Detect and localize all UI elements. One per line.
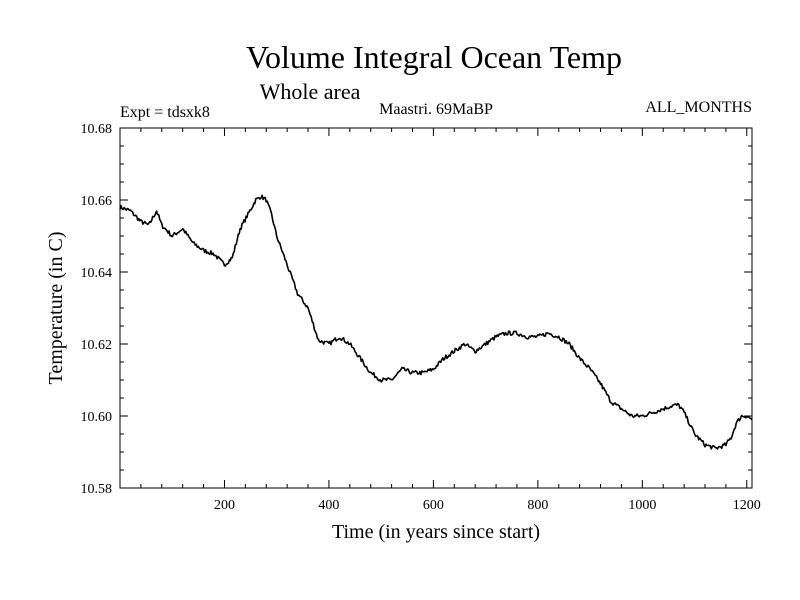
y-tick-label: 10.66	[81, 194, 113, 209]
y-tick-labels: 10.58 10.60 10.62 10.64 10.66 10.68	[81, 122, 113, 497]
x-tick-label: 200	[214, 498, 235, 513]
series-line-tdsxk8	[119, 194, 753, 450]
y-axis-label: Temperature (in C)	[45, 232, 67, 385]
y-tick-label: 10.64	[81, 266, 113, 281]
annotation-months: ALL_MONTHS	[645, 99, 752, 116]
x-tick-label: 600	[423, 498, 444, 513]
annotation-experiment: Expt = tdsxk8	[120, 104, 210, 121]
chart-title: Volume Integral Ocean Temp	[246, 39, 622, 75]
y-tick-label: 10.60	[81, 410, 113, 425]
x-axis-label: Time (in years since start)	[332, 521, 540, 543]
annotation-period: Maastri. 69MaBP	[379, 101, 493, 118]
x-tick-label: 1200	[733, 498, 761, 513]
chart-subtitle: Whole area	[260, 79, 361, 104]
x-tick-label: 1000	[628, 498, 656, 513]
y-tick-label: 10.68	[81, 122, 113, 137]
y-tick-label: 10.62	[81, 338, 113, 353]
y-tick-label: 10.58	[81, 482, 113, 497]
x-tick-label: 400	[318, 498, 339, 513]
x-tick-labels: 200 400 600 800 1000 1200	[214, 498, 761, 513]
axis-ticks	[120, 128, 752, 488]
plot-frame	[119, 127, 753, 489]
x-tick-label: 800	[527, 498, 548, 513]
